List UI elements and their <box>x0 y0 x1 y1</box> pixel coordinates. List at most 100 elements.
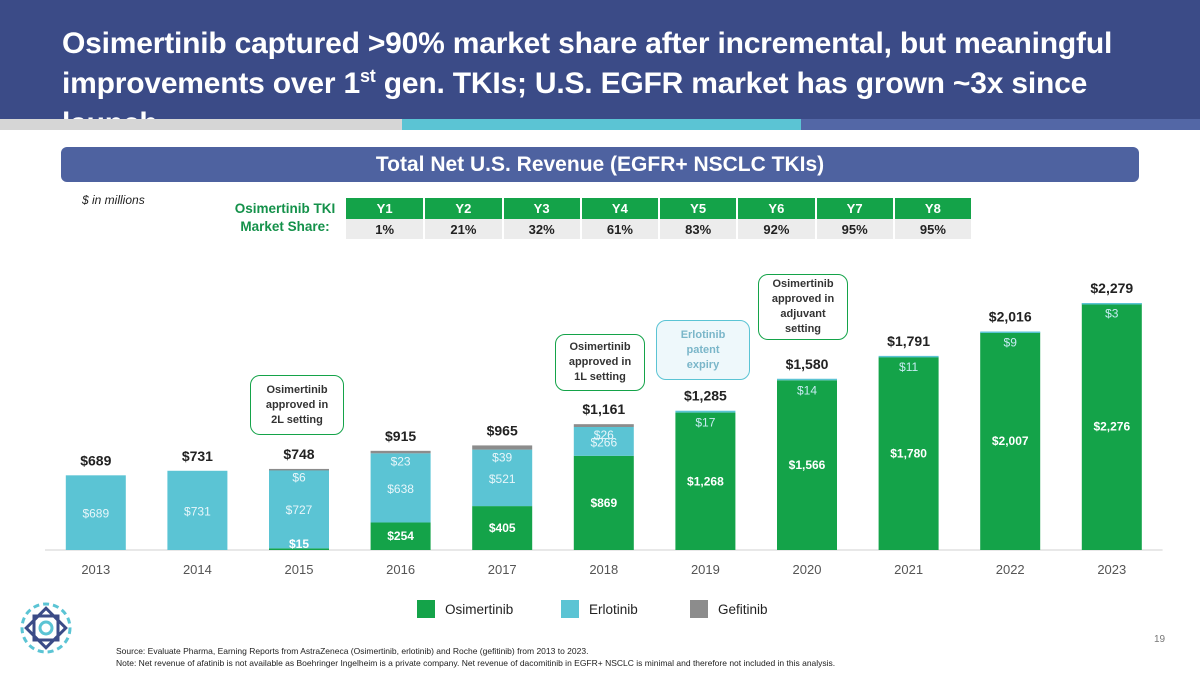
share-cell: 95% <box>893 219 974 239</box>
bar-osimertinib-2016 <box>370 522 431 550</box>
callout-2l-approval: Osimertinib approved in 2L setting <box>250 375 344 435</box>
title-line-1: Osimertinib captured >90% market share a… <box>62 27 1113 60</box>
total-label-2015: $748 <box>283 446 314 462</box>
legend-item-osimertinib: Osimertinib <box>417 600 513 618</box>
share-cell: 1% <box>346 219 426 239</box>
bar-gefitinib-2015 <box>269 468 329 471</box>
callout-adjuvant-approval: Osimertinib approved in adjuvant setting <box>758 274 848 340</box>
x-tick-label-2016: 2016 <box>386 562 415 577</box>
year-cell: Y2 <box>424 198 504 219</box>
total-label-2021: $1,791 <box>887 333 930 349</box>
data-label-gefitinib-2016: $23 <box>391 454 411 468</box>
data-label-erlotinib-2020: $14 <box>797 383 817 397</box>
page-number: 19 <box>1154 634 1166 645</box>
share-cell: 95% <box>815 219 895 239</box>
data-label-gefitinib-2018: $26 <box>594 428 614 442</box>
data-label-osimertinib-2016: $254 <box>387 529 414 543</box>
total-label-2017: $965 <box>487 422 518 438</box>
data-label-osimertinib-2020: $1,566 <box>789 458 826 472</box>
bar-osimertinib-2017 <box>472 506 533 550</box>
x-tick-label-2014: 2014 <box>183 562 212 577</box>
data-label-osimertinib-2018: $869 <box>590 496 617 510</box>
share-cell: 21% <box>424 219 504 239</box>
market-share-years-row: Y1 Y2 Y3 Y4 Y5 Y6 Y7 Y8 <box>346 198 974 219</box>
source-note: Source: Evaluate Pharma, Earning Reports… <box>116 646 836 668</box>
bar-osimertinib-2019 <box>675 412 736 550</box>
bar-osimertinib-2018 <box>573 455 634 550</box>
callout-1l-approval: Osimertinib approved in 1L setting <box>555 334 645 391</box>
bar-erlotinib-2020 <box>777 378 837 381</box>
data-label-gefitinib-2017: $39 <box>492 451 512 465</box>
data-label-gefitinib-2015: $6 <box>292 471 306 485</box>
data-label-erlotinib-2015: $727 <box>286 503 313 517</box>
bar-erlotinib-2016 <box>370 453 431 523</box>
data-label-osimertinib-2015: $15 <box>289 537 309 551</box>
total-label-2019: $1,285 <box>684 388 727 404</box>
bar-osimertinib-2021 <box>878 357 939 550</box>
bar-erlotinib-2013 <box>65 475 126 550</box>
bar-erlotinib-2017 <box>472 449 533 507</box>
data-label-erlotinib-2019: $17 <box>695 416 715 430</box>
market-share-table: Y1 Y2 Y3 Y4 Y5 Y6 Y7 Y8 1% 21% 32% 61% 8… <box>346 198 974 239</box>
data-label-osimertinib-2022: $2,007 <box>992 434 1029 448</box>
total-label-2018: $1,161 <box>582 401 625 417</box>
legend-swatch <box>561 600 579 618</box>
data-label-erlotinib-2018: $266 <box>590 435 617 449</box>
bar-osimertinib-2023 <box>1081 303 1142 550</box>
year-cell: Y8 <box>893 198 974 219</box>
bar-osimertinib-2015 <box>269 548 329 550</box>
bar-gefitinib-2016 <box>370 450 431 454</box>
data-label-osimertinib-2021: $1,780 <box>890 447 927 461</box>
total-label-2023: $2,279 <box>1090 280 1133 296</box>
units-note: $ in millions <box>82 193 145 207</box>
total-label-2016: $915 <box>385 428 416 444</box>
x-tick-label-2019: 2019 <box>691 562 720 577</box>
chart-title-banner: Total Net U.S. Revenue (EGFR+ NSCLC TKIs… <box>61 147 1139 182</box>
x-tick-label-2021: 2021 <box>894 562 923 577</box>
market-share-values-row: 1% 21% 32% 61% 83% 92% 95% 95% <box>346 219 974 239</box>
year-cell: Y5 <box>659 198 739 219</box>
legend-swatch <box>690 600 708 618</box>
bar-gefitinib-2017 <box>472 445 533 450</box>
bar-erlotinib-2022 <box>980 331 1041 334</box>
year-cell: Y3 <box>502 198 582 219</box>
x-tick-label-2013: 2013 <box>81 562 110 577</box>
data-label-erlotinib-2023: $3 <box>1105 306 1119 320</box>
total-label-2022: $2,016 <box>989 309 1032 325</box>
legend-item-gefitinib: Gefitinib <box>690 600 768 618</box>
data-label-erlotinib-2017: $521 <box>489 472 516 486</box>
legend-swatch <box>417 600 435 618</box>
data-label-erlotinib-2013: $689 <box>82 507 109 521</box>
x-tick-label-2015: 2015 <box>285 562 314 577</box>
total-label-2014: $731 <box>182 448 213 464</box>
bar-erlotinib-2015 <box>269 469 329 549</box>
year-cell: Y1 <box>346 198 426 219</box>
accent-stripe-blue <box>801 119 1200 130</box>
legend-item-erlotinib: Erlotinib <box>561 600 638 618</box>
share-cell: 92% <box>737 219 817 239</box>
share-cell: 83% <box>659 219 739 239</box>
share-cell: 61% <box>580 219 661 239</box>
total-label-2013: $689 <box>80 452 111 468</box>
year-cell: Y7 <box>815 198 895 219</box>
data-label-erlotinib-2021: $11 <box>899 360 918 374</box>
bar-erlotinib-2019 <box>675 410 736 413</box>
title-line-2: improvements over 1st gen. TKIs; U.S. EG… <box>62 66 1088 140</box>
share-cell: 32% <box>502 219 582 239</box>
x-tick-label-2023: 2023 <box>1097 562 1126 577</box>
company-logo-icon <box>20 602 72 654</box>
callout-erlotinib-patent-expiry: Erlotinib patent expiry <box>656 320 750 380</box>
bar-erlotinib-2014 <box>167 470 228 550</box>
bar-erlotinib-2023 <box>1081 303 1142 305</box>
x-tick-label-2020: 2020 <box>793 562 822 577</box>
year-cell: Y4 <box>580 198 661 219</box>
accent-stripe-teal <box>402 119 801 130</box>
data-label-erlotinib-2014: $731 <box>184 504 211 518</box>
bar-gefitinib-2018 <box>573 424 634 427</box>
bar-osimertinib-2022 <box>980 332 1041 550</box>
data-label-osimertinib-2017: $405 <box>489 521 516 535</box>
header-bar: Osimertinib captured >90% market share a… <box>0 0 1200 140</box>
bar-erlotinib-2018 <box>573 426 634 456</box>
